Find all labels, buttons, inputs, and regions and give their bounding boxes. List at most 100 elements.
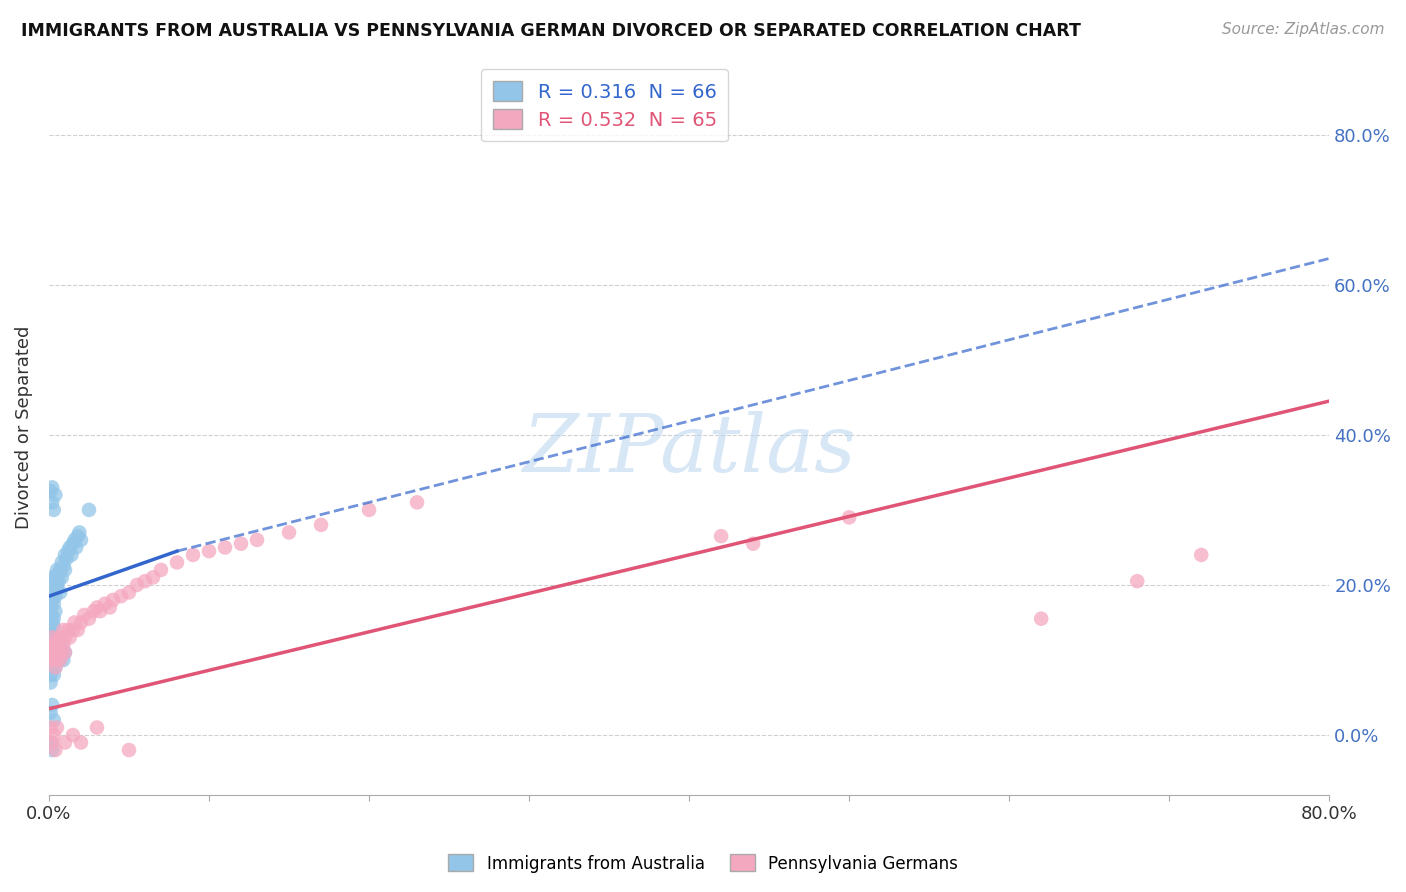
Point (41, 480, 63, 494)
Point (48, 653, 70, 667)
Point (49, 585, 72, 599)
Point (42, 597, 65, 611)
Point (42, 503, 65, 517)
Point (48, 631, 70, 645)
Point (46, 578, 69, 592)
Point (39, 653, 62, 667)
Point (70, 615, 93, 630)
Point (66, 529, 89, 543)
Point (49, 653, 72, 667)
Point (42, 728, 65, 742)
Point (44, 645, 66, 659)
Point (406, 495, 429, 509)
Point (53, 548, 76, 562)
Point (41, 570, 63, 584)
Point (46, 582, 69, 596)
Point (39, 675, 62, 690)
Point (63, 615, 86, 630)
Point (42, 612, 65, 626)
Point (39, 638, 62, 652)
Point (53, 735, 76, 749)
Point (86, 600, 108, 615)
Point (166, 556, 188, 570)
Point (46, 721, 69, 735)
Point (51, 645, 73, 659)
Point (48, 645, 70, 659)
Point (39, 484, 62, 499)
Point (46, 638, 69, 652)
Point (41, 615, 63, 630)
Point (39, 626, 62, 640)
Point (357, 503, 380, 517)
Point (63, 533, 86, 547)
Point (52, 559, 75, 574)
Point (39, 600, 62, 615)
Point (39, 585, 62, 599)
Point (62, 536, 84, 550)
Point (44, 604, 66, 618)
Point (39, 721, 62, 735)
Point (742, 536, 765, 550)
Point (98, 600, 121, 615)
Point (44, 570, 66, 584)
Legend: Immigrants from Australia, Pennsylvania Germans: Immigrants from Australia, Pennsylvania … (441, 847, 965, 880)
Point (41, 495, 63, 509)
Point (70, 735, 93, 749)
Y-axis label: Divorced or Separated: Divorced or Separated (15, 326, 32, 529)
Point (44, 488, 66, 502)
Point (229, 536, 252, 550)
Point (55, 551, 77, 566)
Point (142, 570, 165, 584)
Point (150, 563, 173, 577)
Point (41, 593, 63, 607)
Point (39, 638, 62, 652)
Point (86, 721, 108, 735)
Point (214, 541, 236, 555)
Point (49, 645, 72, 659)
Point (52, 653, 75, 667)
Point (198, 544, 221, 558)
Point (41, 743, 63, 757)
Point (110, 589, 132, 603)
Point (77, 612, 100, 626)
Point (1189, 548, 1212, 562)
Point (134, 574, 156, 589)
Text: ZIPatlas: ZIPatlas (523, 410, 856, 488)
Point (77, 503, 100, 517)
Point (39, 623, 62, 637)
Point (52, 638, 75, 652)
Point (39, 735, 62, 749)
Point (56, 544, 79, 558)
Point (118, 743, 141, 757)
Point (42, 619, 65, 633)
Point (65, 541, 87, 555)
Point (60, 548, 83, 562)
Point (51, 631, 73, 645)
Point (73, 607, 96, 622)
Point (44, 589, 66, 603)
Point (52, 623, 75, 637)
Point (59, 631, 82, 645)
Point (48, 566, 70, 581)
Point (51, 638, 73, 652)
Point (44, 660, 66, 674)
Point (53, 631, 76, 645)
Point (48, 574, 70, 589)
Point (39, 668, 62, 682)
Point (49, 638, 72, 652)
Point (42, 578, 65, 592)
Point (53, 563, 76, 577)
Point (42, 668, 65, 682)
Point (46, 563, 69, 577)
Point (44, 653, 66, 667)
Point (838, 510, 860, 524)
Point (125, 578, 148, 592)
Point (42, 713, 65, 727)
Point (42, 653, 65, 667)
Text: Source: ZipAtlas.com: Source: ZipAtlas.com (1222, 22, 1385, 37)
Point (1031, 612, 1053, 626)
Point (46, 653, 69, 667)
Point (51, 556, 73, 570)
Point (101, 593, 124, 607)
Point (83, 604, 105, 618)
